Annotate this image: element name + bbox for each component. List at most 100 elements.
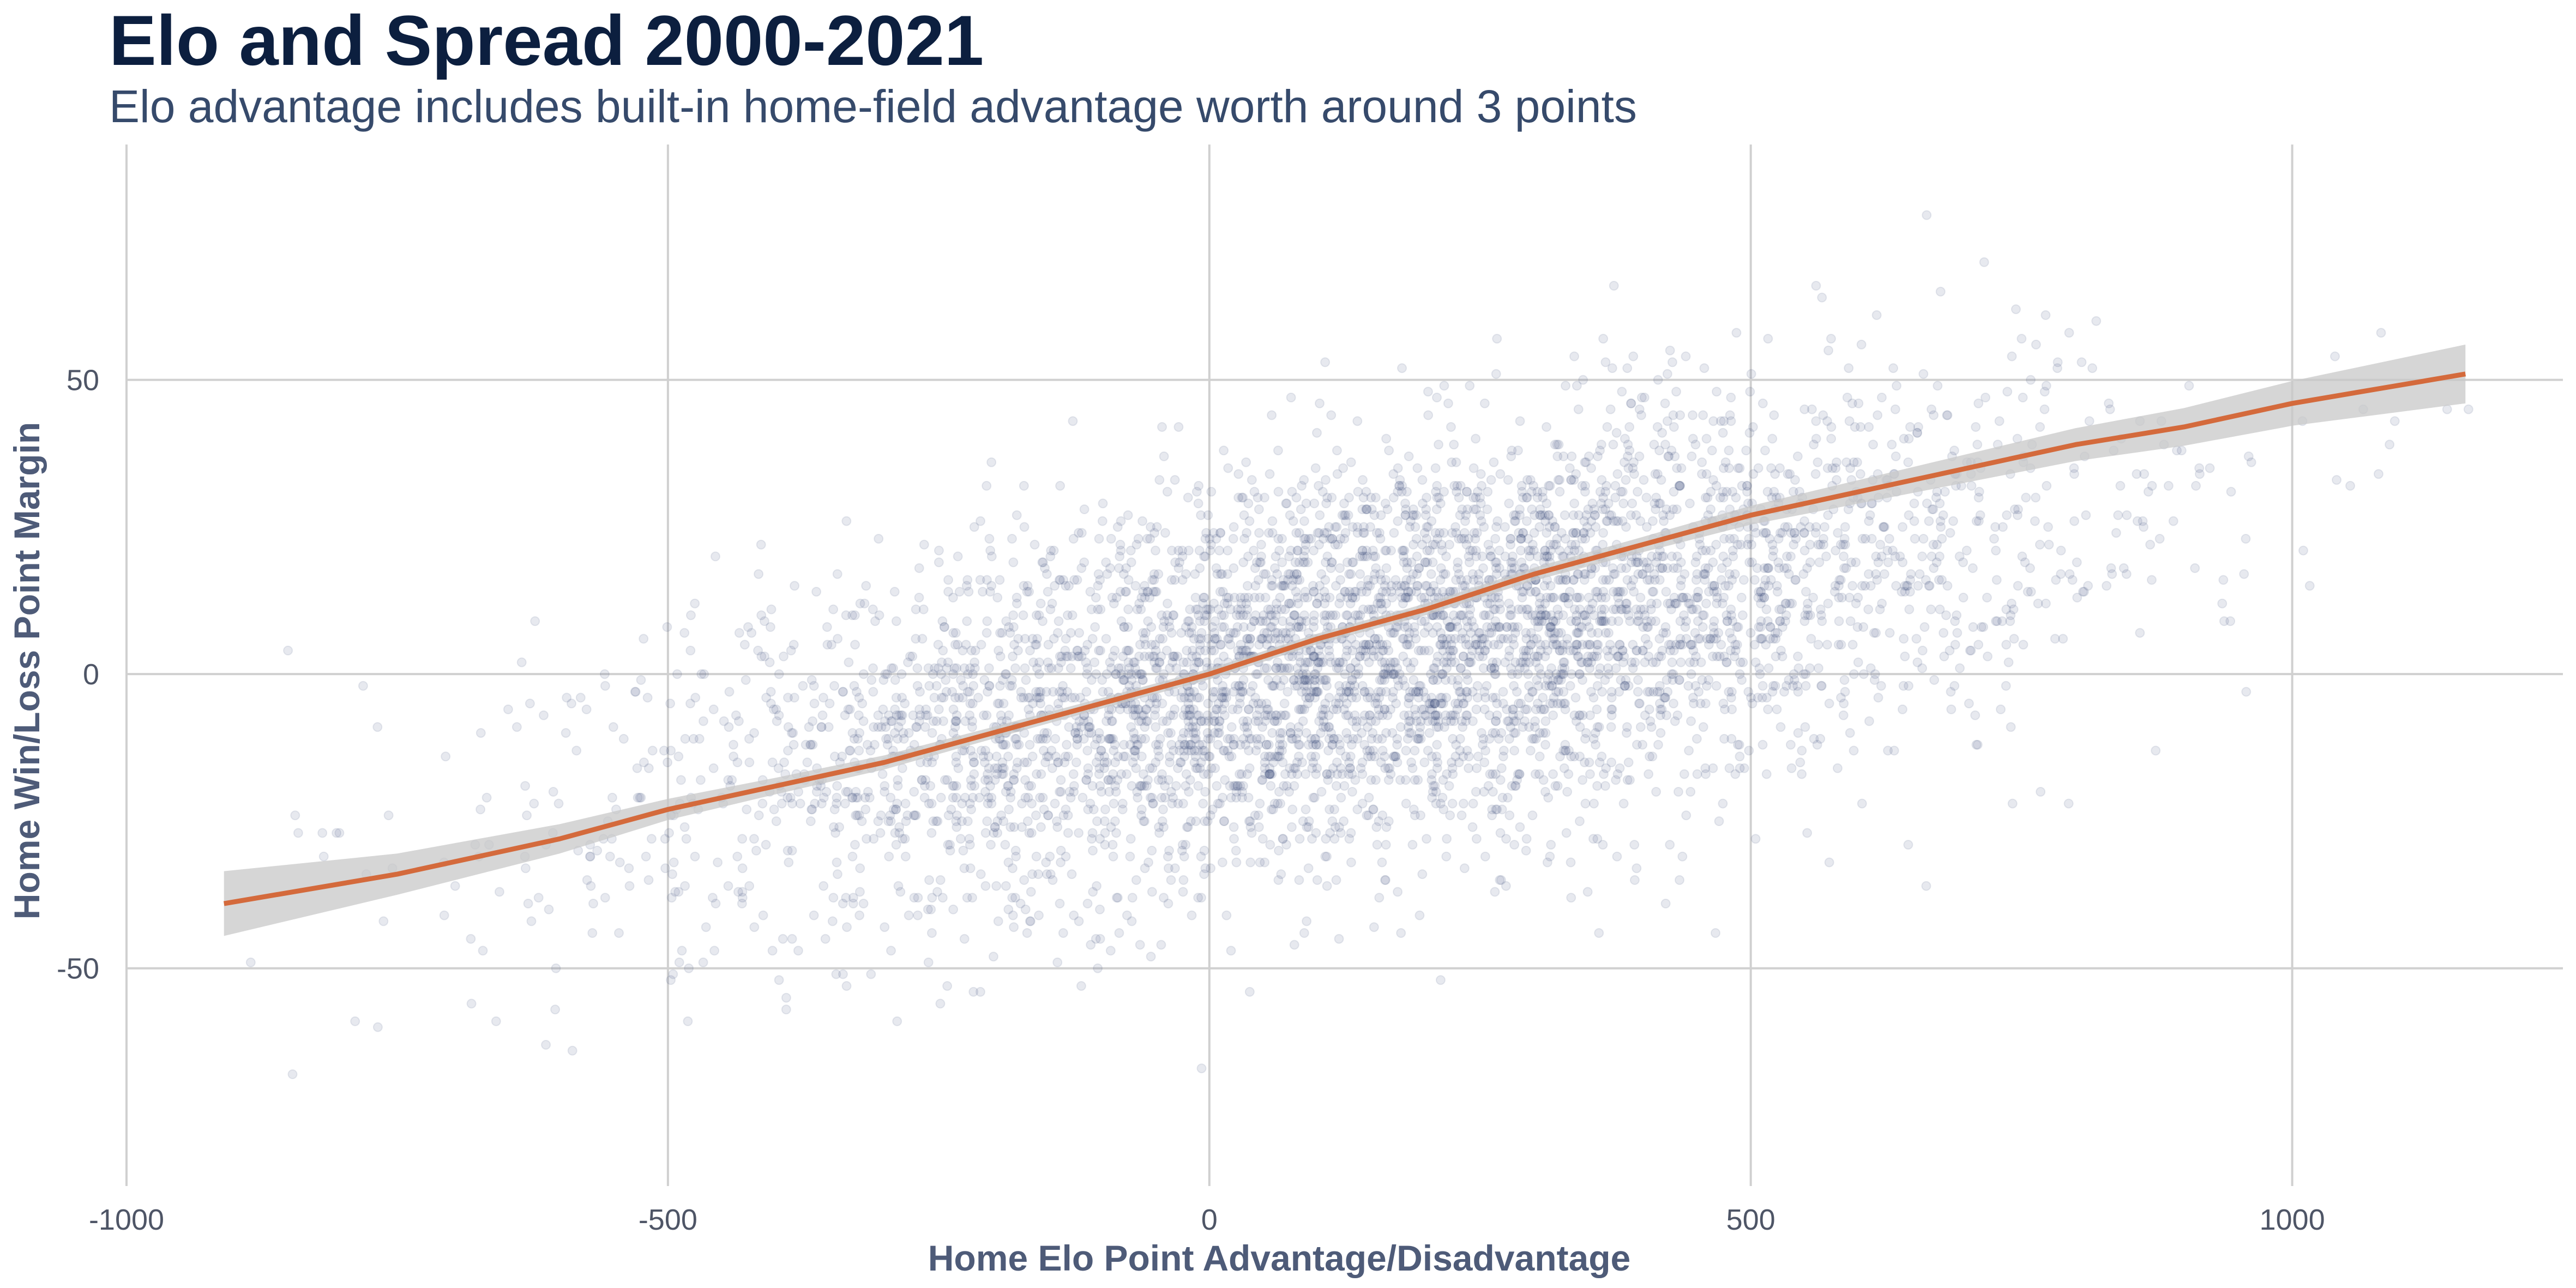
data-point bbox=[1807, 404, 1817, 414]
data-point bbox=[1169, 610, 1179, 621]
data-point bbox=[1013, 646, 1023, 655]
data-point bbox=[1368, 728, 1378, 738]
data-point bbox=[1515, 416, 1525, 426]
data-point bbox=[1339, 816, 1349, 826]
data-point bbox=[1071, 757, 1081, 768]
data-point bbox=[1479, 646, 1490, 655]
data-point bbox=[1193, 610, 1203, 621]
data-point bbox=[1834, 616, 1844, 627]
data-point bbox=[1699, 363, 1710, 374]
data-point bbox=[1495, 604, 1505, 615]
data-point bbox=[1784, 569, 1794, 579]
data-point bbox=[1835, 575, 1846, 585]
data-point bbox=[1482, 504, 1492, 514]
data-point bbox=[1092, 881, 1102, 891]
data-point bbox=[911, 634, 921, 644]
data-point bbox=[2345, 480, 2355, 491]
data-point bbox=[919, 792, 930, 803]
data-point bbox=[1066, 628, 1076, 638]
data-point bbox=[828, 604, 839, 615]
data-point bbox=[1429, 581, 1439, 591]
data-point bbox=[1578, 710, 1588, 720]
data-point bbox=[1675, 875, 1684, 885]
data-point bbox=[1952, 610, 1962, 621]
data-point bbox=[2102, 581, 2112, 591]
data-point bbox=[1855, 469, 1865, 479]
data-point bbox=[829, 804, 840, 815]
data-point bbox=[1322, 769, 1332, 779]
data-point bbox=[1434, 440, 1443, 450]
data-point bbox=[875, 828, 886, 838]
data-point bbox=[1274, 751, 1285, 762]
data-point bbox=[1101, 634, 1111, 644]
data-point bbox=[1515, 822, 1525, 832]
data-point bbox=[768, 704, 779, 714]
data-point bbox=[1701, 598, 1711, 609]
data-point bbox=[1686, 787, 1696, 797]
data-point bbox=[2104, 398, 2114, 408]
data-point bbox=[1188, 704, 1199, 714]
data-point bbox=[1444, 781, 1454, 791]
data-point bbox=[1458, 628, 1468, 638]
data-point bbox=[1538, 775, 1549, 785]
data-point bbox=[1183, 545, 1194, 556]
data-point bbox=[1324, 522, 1334, 532]
data-point bbox=[1066, 663, 1076, 673]
data-point bbox=[1880, 522, 1889, 532]
data-point bbox=[2147, 480, 2157, 491]
data-point bbox=[1261, 569, 1271, 579]
data-point bbox=[1157, 422, 1167, 432]
data-point bbox=[1299, 516, 1309, 526]
data-point bbox=[920, 722, 930, 732]
data-point bbox=[1034, 610, 1044, 621]
data-point bbox=[1079, 557, 1090, 568]
data-point bbox=[2001, 604, 2012, 615]
data-point bbox=[1431, 787, 1441, 797]
data-point bbox=[1459, 528, 1470, 538]
data-point bbox=[1497, 792, 1508, 803]
data-point bbox=[1381, 598, 1392, 609]
data-point bbox=[900, 699, 910, 709]
data-point bbox=[1295, 739, 1305, 750]
data-point bbox=[1871, 310, 1882, 320]
data-point bbox=[1034, 693, 1044, 703]
data-point bbox=[1437, 634, 1448, 644]
data-point bbox=[1596, 440, 1606, 450]
data-point bbox=[1105, 563, 1115, 573]
data-point bbox=[1229, 733, 1239, 744]
data-point bbox=[1958, 557, 1968, 568]
data-point bbox=[1105, 946, 1116, 956]
data-point bbox=[1618, 498, 1629, 509]
data-point bbox=[1076, 563, 1087, 573]
data-point bbox=[550, 1004, 561, 1015]
data-point bbox=[1449, 440, 1459, 450]
data-point bbox=[873, 710, 883, 720]
data-point bbox=[1699, 569, 1710, 579]
data-point bbox=[1457, 504, 1467, 514]
data-point bbox=[1531, 704, 1541, 714]
data-point bbox=[1357, 757, 1368, 768]
data-point bbox=[1371, 822, 1382, 832]
data-point bbox=[630, 687, 640, 697]
data-point bbox=[1225, 781, 1235, 791]
data-point bbox=[1446, 716, 1456, 726]
data-point bbox=[334, 828, 345, 838]
data-point bbox=[1292, 545, 1303, 556]
data-point bbox=[1229, 522, 1239, 532]
data-point bbox=[1182, 822, 1192, 832]
data-point bbox=[677, 946, 687, 956]
data-point bbox=[1691, 575, 1701, 585]
data-point bbox=[2332, 475, 2342, 485]
data-point bbox=[539, 710, 549, 720]
data-point bbox=[1140, 733, 1150, 744]
data-point bbox=[918, 604, 929, 615]
data-point bbox=[992, 592, 1003, 603]
data-point bbox=[1143, 587, 1153, 597]
data-point bbox=[1508, 634, 1518, 644]
data-point bbox=[1087, 834, 1097, 844]
data-point bbox=[1439, 381, 1449, 391]
data-point bbox=[1665, 345, 1675, 356]
data-point bbox=[1660, 398, 1670, 408]
data-point bbox=[885, 810, 895, 821]
data-point bbox=[1293, 728, 1303, 738]
